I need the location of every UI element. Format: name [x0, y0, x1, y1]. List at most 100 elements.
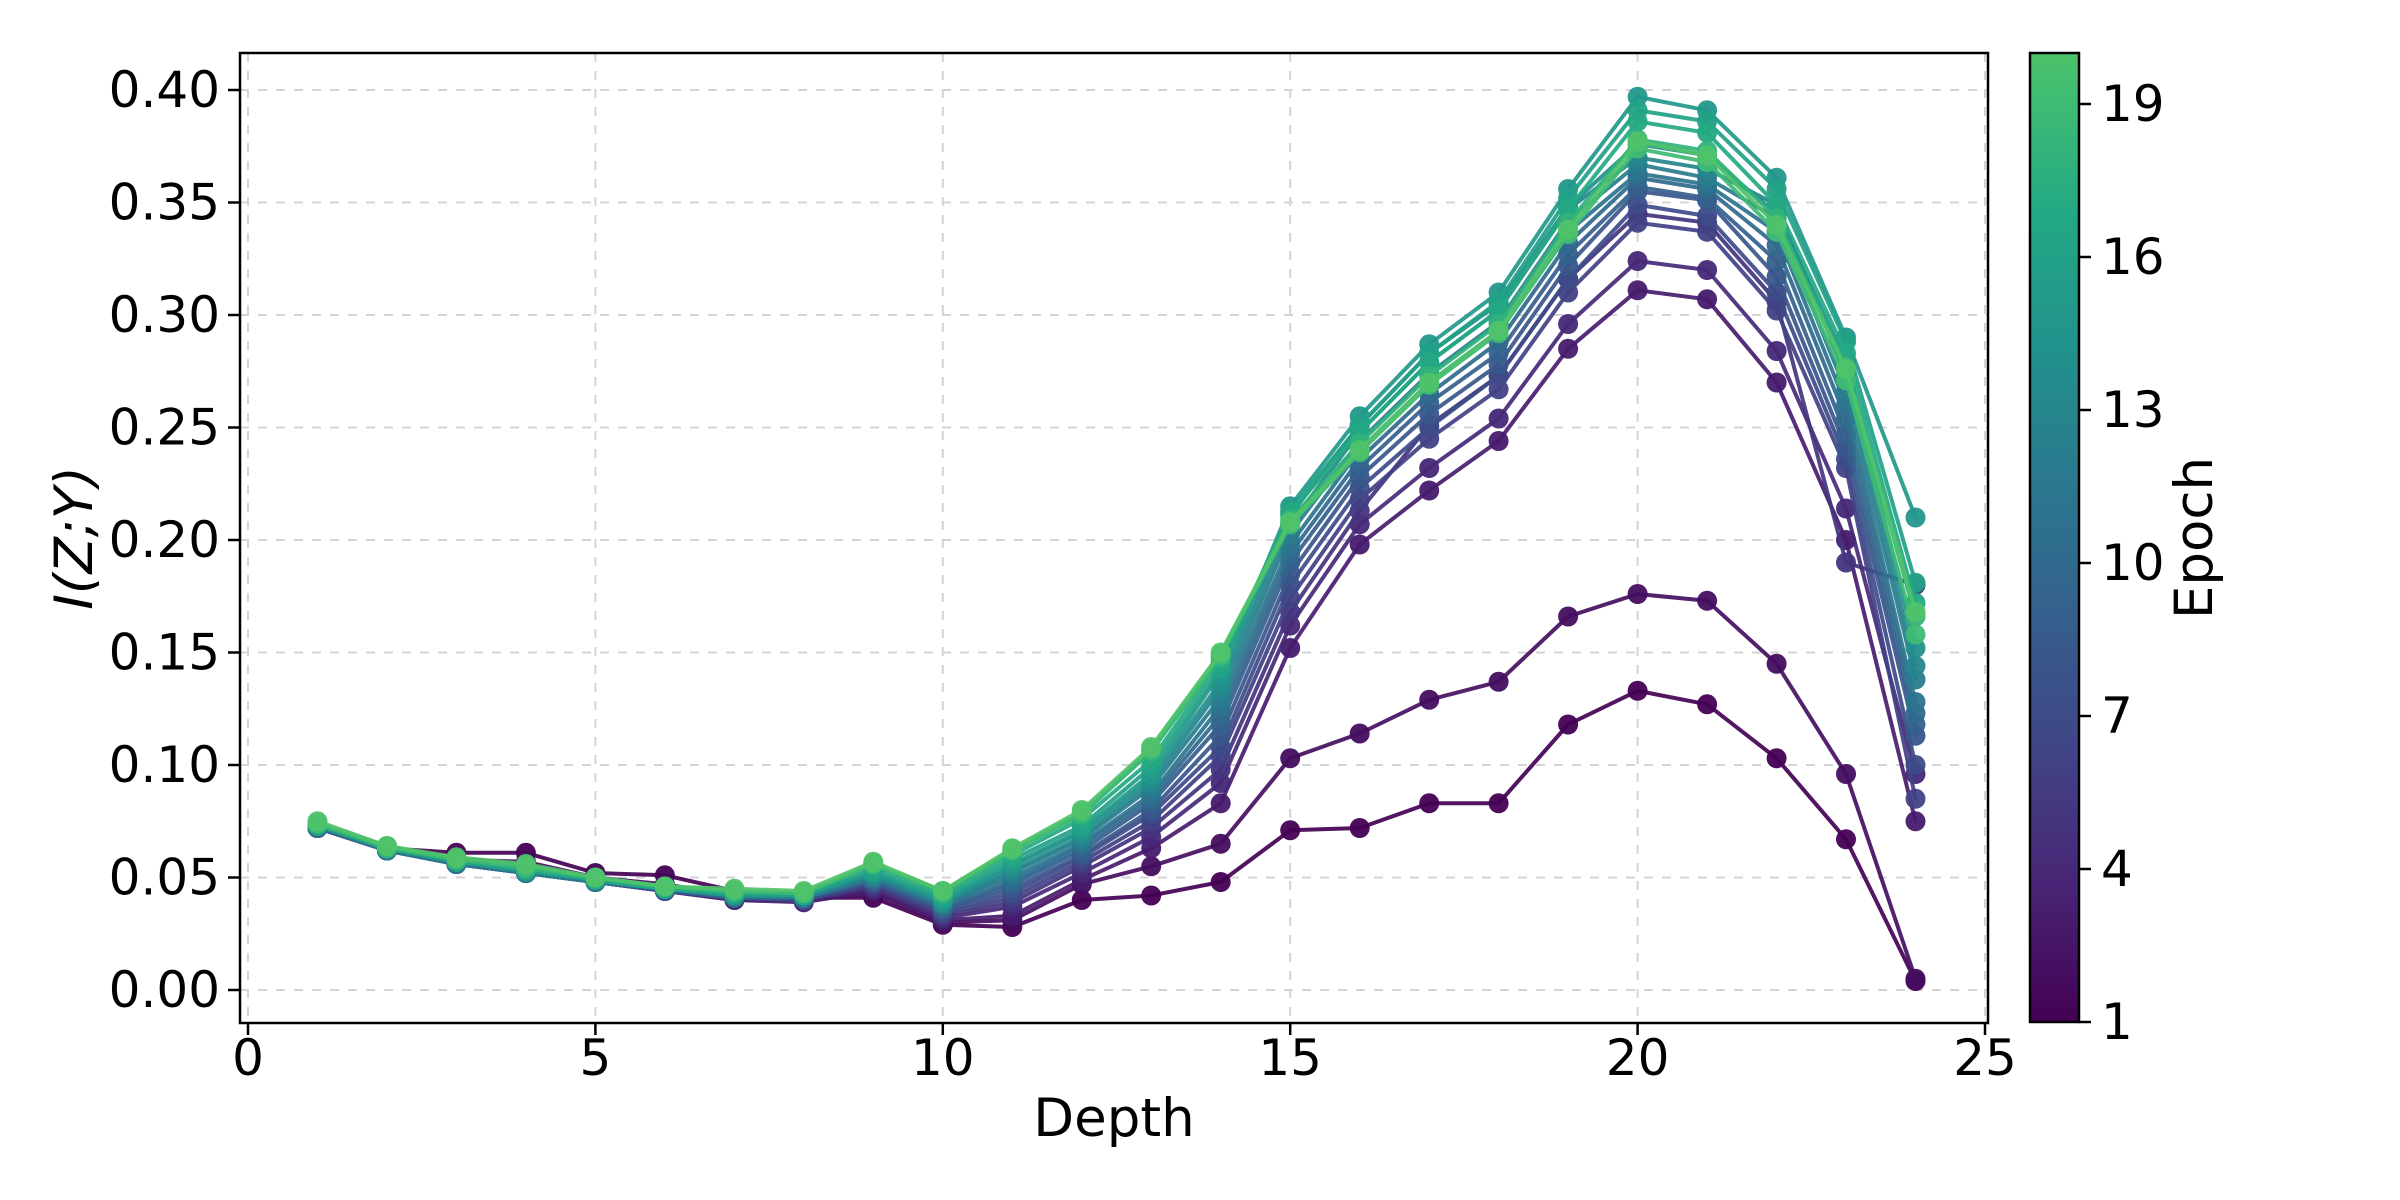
data-point	[1349, 534, 1370, 555]
data-point	[1697, 206, 1718, 226]
data-point	[1627, 680, 1648, 701]
data-point	[1905, 788, 1926, 809]
data-point	[1697, 260, 1718, 280]
data-point	[1905, 624, 1926, 645]
data-point	[1627, 212, 1648, 233]
data-point	[1488, 431, 1509, 451]
data-point	[1905, 656, 1926, 676]
data-point	[1627, 251, 1648, 271]
data-point	[1419, 689, 1440, 710]
y-axis-title: I(Z;Y)	[44, 466, 105, 610]
data-point	[1697, 122, 1718, 143]
y-tick-label: 0.00	[109, 961, 220, 1019]
data-point	[1071, 890, 1092, 910]
data-point	[446, 847, 467, 868]
data-point	[1280, 748, 1301, 769]
data-point	[1627, 111, 1648, 132]
data-point	[1349, 723, 1370, 744]
series-line-12	[315, 162, 1918, 907]
data-point	[1766, 748, 1787, 769]
series-group	[307, 86, 1926, 991]
data-point	[307, 811, 328, 832]
data-point	[1558, 714, 1579, 735]
data-point	[1002, 838, 1023, 859]
data-point	[1836, 552, 1856, 573]
data-point	[1905, 755, 1926, 775]
colorbar-tick-label: 19	[2101, 75, 2165, 133]
data-point	[1697, 145, 1718, 166]
data-point	[1558, 338, 1579, 359]
data-point	[1141, 737, 1162, 757]
data-point	[1141, 856, 1162, 877]
data-point	[515, 854, 536, 874]
data-point	[1280, 820, 1301, 841]
data-point	[1419, 480, 1440, 501]
y-tick-label: 0.10	[109, 736, 220, 794]
colorbar-tick-label: 16	[2101, 228, 2165, 286]
data-point	[1627, 280, 1648, 301]
colorbar: 1 4 7 10 13 16 19 Epoch	[2028, 51, 2225, 1051]
data-point	[1836, 498, 1856, 519]
data-point	[1836, 359, 1856, 379]
x-tick-label: 25	[1953, 1029, 2017, 1087]
data-point	[1905, 811, 1926, 832]
data-point	[1766, 215, 1787, 235]
data-point	[1141, 885, 1162, 906]
data-point	[1697, 694, 1718, 715]
x-tick-label: 15	[1258, 1029, 1322, 1087]
y-tick-label: 0.15	[109, 624, 220, 682]
data-point	[1905, 507, 1926, 528]
data-point	[1697, 221, 1718, 242]
x-tick-label: 20	[1606, 1029, 1670, 1087]
y-tick-label: 0.35	[109, 174, 220, 232]
data-point	[1210, 642, 1231, 663]
data-point	[585, 867, 606, 888]
data-point	[1419, 372, 1440, 393]
data-point	[1280, 638, 1301, 658]
data-point	[1349, 440, 1370, 460]
data-point	[1488, 793, 1509, 814]
data-point	[1210, 872, 1231, 892]
data-point	[1905, 968, 1926, 989]
data-point	[724, 878, 745, 899]
data-point	[1766, 653, 1787, 674]
data-point	[1210, 833, 1231, 854]
data-point	[1488, 671, 1509, 692]
data-point	[1627, 131, 1648, 152]
data-point	[1697, 590, 1718, 611]
y-tick-label: 0.20	[109, 511, 220, 569]
colorbar-border	[2028, 51, 2081, 1024]
axis-ticks	[228, 88, 1987, 1035]
data-point	[1558, 219, 1579, 240]
data-point	[1766, 372, 1787, 393]
data-point	[654, 876, 675, 897]
colorbar-gradient	[2030, 53, 2079, 1022]
colorbar-tick-label: 13	[2101, 381, 2165, 439]
data-point	[1419, 793, 1440, 814]
plot-border	[238, 51, 1990, 1025]
y-tick-label: 0.05	[109, 849, 220, 907]
colorbar-title: Epoch	[2164, 457, 2225, 619]
y-tick-label: 0.40	[109, 61, 220, 119]
data-point	[1627, 584, 1648, 604]
data-point	[1905, 602, 1926, 622]
data-point	[932, 881, 953, 901]
tick-labels: 0 5 10 15 20 25 0.00 0.05 0.10 0.15 0.20 0.25 0.30 0.…	[109, 61, 2017, 1087]
data-point	[1836, 764, 1856, 784]
data-point	[1280, 512, 1301, 532]
data-point	[377, 836, 397, 856]
data-point	[1210, 793, 1231, 814]
data-point	[863, 851, 884, 872]
x-tick-label: 0	[232, 1029, 264, 1087]
data-point	[1558, 314, 1579, 334]
data-point	[1697, 289, 1718, 310]
data-point	[1488, 320, 1509, 341]
data-point	[1488, 408, 1509, 429]
x-tick-label: 5	[579, 1029, 611, 1087]
data-point	[1836, 829, 1856, 850]
series-line-1	[315, 688, 1918, 983]
series-line-20	[315, 139, 1918, 893]
